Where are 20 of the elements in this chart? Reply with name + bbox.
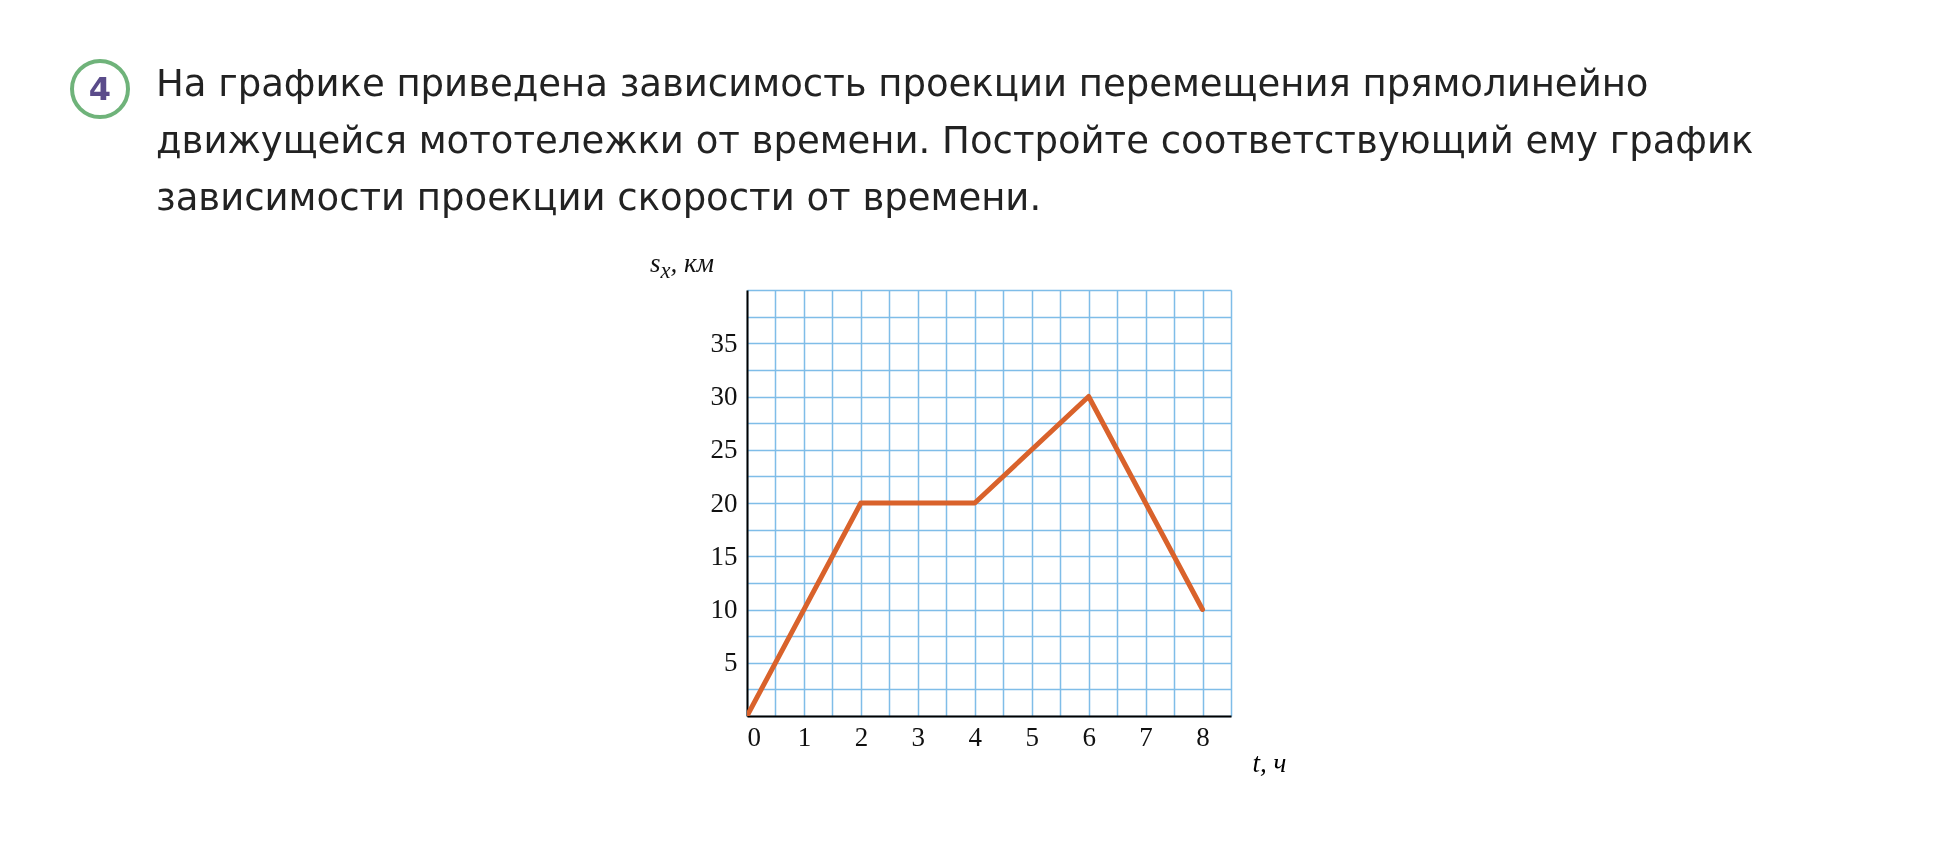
x-tick-label: 5 [1025,721,1039,752]
x-tick-label: 1 [797,721,812,752]
chart-title: На графике приведена зависимость проекции перемещения прямолинейно движущейся мототележки от времени. Постройте соответствующий ему график зависимости проекции скорости от времени. [156,61,1755,221]
x-tick-label: 0 [747,721,761,752]
y-axis-title: s$_{x}$, км [650,248,714,285]
x-tick-label: 8 [1196,721,1210,752]
x-tick-label: 4 [968,721,983,752]
y-tick-label: 30 [710,381,738,411]
x-tick-label: 2 [854,721,869,752]
x-axis-title: t, ч [1252,747,1287,778]
y-tick-label: 25 [710,434,738,465]
x-tick-label: 3 [911,721,926,752]
y-tick-label: 5 [724,647,738,678]
x-tick-label: 6 [1082,721,1096,752]
y-tick-label: 35 [710,327,738,358]
y-tick-label: 15 [710,540,738,571]
text: 4 [70,59,130,119]
x-tick-label: 7 [1139,721,1153,752]
y-tick-label: 20 [710,487,738,518]
y-tick-label: 10 [710,594,738,624]
